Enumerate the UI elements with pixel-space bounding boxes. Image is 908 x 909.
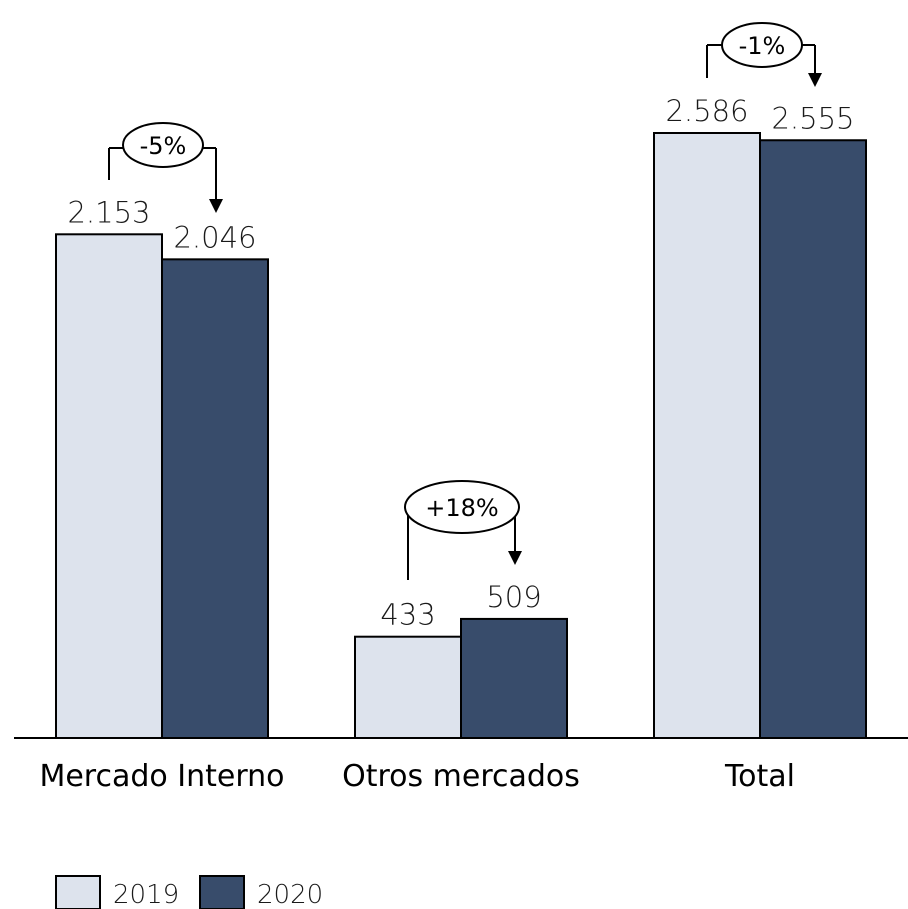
legend-label: 2020 <box>257 880 323 909</box>
legend: 2019 2020 <box>56 876 323 909</box>
change-percent-label: -1% <box>739 32 786 60</box>
bar-2019-0 <box>56 234 162 738</box>
bar-2020-0 <box>162 259 268 738</box>
bar-value-label: 2.153 <box>67 195 150 229</box>
bar-value-label: 433 <box>380 598 435 632</box>
bar-value-label: 2.555 <box>771 101 854 135</box>
bars-group: 2.153 2.046 433 509 2.586 2.555 <box>56 94 866 738</box>
bar-value-label: 2.046 <box>173 220 256 254</box>
category-label: Mercado Interno <box>39 759 284 794</box>
bar-value-label: 2.586 <box>665 94 748 128</box>
arrow-down-icon <box>209 199 223 213</box>
change-percent-label: -5% <box>140 132 187 160</box>
bar-value-label: 509 <box>486 580 541 614</box>
legend-swatch-2019 <box>56 876 100 909</box>
category-labels: Mercado Interno Otros mercados Total <box>39 759 795 794</box>
category-label: Total <box>724 759 795 794</box>
category-label: Otros mercados <box>342 759 580 794</box>
bar-2019-2 <box>654 133 760 738</box>
change-percent-label: +18% <box>425 494 498 522</box>
arrow-down-icon <box>508 551 522 565</box>
arrow-down-icon <box>808 73 822 87</box>
bar-2020-1 <box>461 619 567 738</box>
bar-2020-2 <box>760 140 866 738</box>
bar-2019-1 <box>355 637 461 738</box>
legend-swatch-2020 <box>200 876 244 909</box>
legend-label: 2019 <box>113 880 179 909</box>
